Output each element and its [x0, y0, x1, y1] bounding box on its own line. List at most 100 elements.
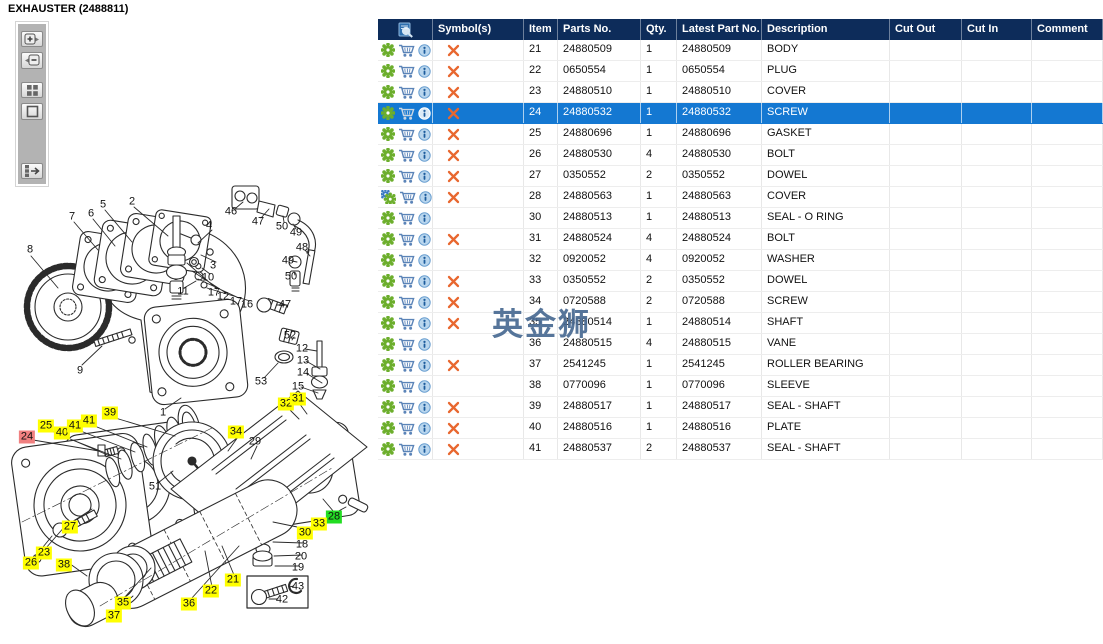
info-icon[interactable]	[418, 337, 431, 351]
info-icon[interactable]	[418, 442, 431, 456]
part-callout-50[interactable]: 50	[275, 220, 289, 233]
part-callout-39[interactable]: 39	[101, 406, 119, 420]
info-icon[interactable]	[418, 232, 431, 246]
info-icon[interactable]	[418, 253, 431, 267]
cart-icon[interactable]	[398, 443, 415, 456]
toggle-panel-button[interactable]	[21, 162, 43, 179]
part-callout-33[interactable]: 33	[310, 517, 328, 531]
part-callout-34[interactable]: 34	[227, 425, 245, 439]
cart-icon[interactable]	[398, 296, 415, 309]
cart-icon[interactable]	[398, 359, 415, 372]
part-callout-49[interactable]: 49	[281, 254, 295, 267]
part-callout-47[interactable]: 47	[278, 298, 292, 311]
part-callout-12[interactable]: 12	[216, 290, 230, 303]
info-icon[interactable]	[418, 274, 431, 288]
part-callout-42[interactable]: 42	[275, 593, 289, 606]
table-row-item-28[interactable]: 28 24880563 1 24880563 COVER	[378, 187, 1103, 208]
part-callout-41[interactable]: 41	[80, 414, 98, 428]
table-row-item-38[interactable]: 38 0770096 1 0770096 SLEEVE	[378, 376, 1103, 397]
info-icon[interactable]	[418, 169, 431, 183]
gear-icon[interactable]	[381, 43, 395, 57]
cart-icon[interactable]	[398, 380, 415, 393]
info-icon[interactable]	[418, 211, 431, 225]
cart-icon[interactable]	[398, 233, 415, 246]
tile-view-button[interactable]	[21, 82, 43, 99]
info-icon[interactable]	[418, 127, 431, 141]
part-callout-17[interactable]: 17	[229, 295, 243, 308]
part-callout-46[interactable]: 46	[224, 205, 238, 218]
part-callout-25[interactable]: 25	[37, 419, 55, 433]
cart-icon[interactable]	[398, 107, 415, 120]
part-callout-3[interactable]: 3	[209, 259, 217, 272]
part-callout-16[interactable]: 16	[240, 298, 254, 311]
part-callout-23[interactable]: 23	[35, 546, 53, 560]
part-callout-6[interactable]: 6	[87, 207, 95, 220]
cart-icon[interactable]	[398, 317, 415, 330]
part-callout-32[interactable]: 32	[277, 397, 295, 411]
table-row-item-27[interactable]: 27 0350552 2 0350552 DOWEL	[378, 166, 1103, 187]
cart-icon[interactable]	[398, 44, 415, 57]
part-callout-8[interactable]: 8	[26, 243, 34, 256]
part-callout-40[interactable]: 40	[53, 426, 71, 440]
table-row-item-26[interactable]: 26 24880530 4 24880530 BOLT	[378, 145, 1103, 166]
info-icon[interactable]	[418, 295, 431, 309]
part-callout-52[interactable]: 52	[283, 329, 297, 342]
cart-icon[interactable]	[398, 65, 415, 78]
gear-icon[interactable]	[381, 295, 395, 309]
part-callout-49[interactable]: 49	[289, 226, 303, 239]
part-callout-38[interactable]: 38	[55, 558, 73, 572]
zoom-out-button[interactable]	[21, 52, 43, 69]
table-row-item-22[interactable]: 22 0650554 1 0650554 PLUG	[378, 61, 1103, 82]
part-callout-4[interactable]: 4	[205, 219, 213, 232]
gear-icon[interactable]	[381, 316, 395, 330]
part-callout-31[interactable]: 31	[289, 392, 307, 406]
cart-icon[interactable]	[398, 338, 415, 351]
part-callout-28[interactable]: 28	[325, 510, 343, 524]
part-callout-30[interactable]: 30	[296, 526, 314, 540]
part-callout-51[interactable]: 51	[148, 480, 162, 493]
table-row-item-35[interactable]: 35 24880514 1 24880514 SHAFT	[378, 313, 1103, 334]
table-row-item-31[interactable]: 31 24880524 4 24880524 BOLT	[378, 229, 1103, 250]
part-callout-18[interactable]: 18	[295, 538, 309, 551]
gear-icon[interactable]	[381, 442, 395, 456]
info-icon[interactable]	[418, 85, 431, 99]
single-view-button[interactable]	[21, 103, 43, 120]
part-callout-22[interactable]: 22	[202, 584, 220, 598]
zoom-in-button[interactable]	[21, 31, 43, 48]
gear-double-icon[interactable]	[381, 190, 396, 204]
part-callout-20[interactable]: 20	[294, 550, 308, 563]
part-callout-21[interactable]: 21	[224, 573, 242, 587]
cart-icon[interactable]	[398, 128, 415, 141]
part-callout-47[interactable]: 47	[251, 215, 265, 228]
part-callout-43[interactable]: 43	[291, 580, 305, 593]
part-callout-17[interactable]: 17	[207, 286, 221, 299]
gear-icon[interactable]	[381, 106, 395, 120]
cart-icon[interactable]	[398, 86, 415, 99]
part-callout-53[interactable]: 53	[254, 375, 268, 388]
part-callout-24[interactable]: 24	[18, 430, 36, 444]
gear-icon[interactable]	[381, 148, 395, 162]
info-icon[interactable]	[418, 316, 431, 330]
part-callout-10[interactable]: 10	[201, 271, 215, 284]
table-row-item-21[interactable]: 21 24880509 1 24880509 BODY	[378, 40, 1103, 61]
info-icon[interactable]	[418, 400, 431, 414]
cart-icon[interactable]	[399, 191, 416, 204]
part-callout-19[interactable]: 19	[291, 561, 305, 574]
table-row-item-39[interactable]: 39 24880517 1 24880517 SEAL - SHAFT	[378, 397, 1103, 418]
part-callout-13[interactable]: 13	[296, 354, 310, 367]
table-row-item-36[interactable]: 36 24880515 4 24880515 VANE	[378, 334, 1103, 355]
part-callout-41[interactable]: 41	[66, 419, 84, 433]
part-callout-14[interactable]: 14	[296, 366, 310, 379]
info-icon[interactable]	[418, 421, 431, 435]
gear-icon[interactable]	[381, 85, 395, 99]
part-callout-5[interactable]: 5	[99, 198, 107, 211]
part-callout-1[interactable]: 1	[159, 406, 167, 419]
table-row-item-25[interactable]: 25 24880696 1 24880696 GASKET	[378, 124, 1103, 145]
info-icon[interactable]	[418, 358, 431, 372]
cart-icon[interactable]	[398, 401, 415, 414]
part-callout-12[interactable]: 12	[295, 342, 309, 355]
info-icon[interactable]	[418, 106, 431, 120]
table-row-item-34[interactable]: 34 0720588 2 0720588 SCREW	[378, 292, 1103, 313]
table-row-item-24[interactable]: 24 24880532 1 24880532 SCREW	[378, 103, 1103, 124]
table-row-item-41[interactable]: 41 24880537 2 24880537 SEAL - SHAFT	[378, 439, 1103, 460]
